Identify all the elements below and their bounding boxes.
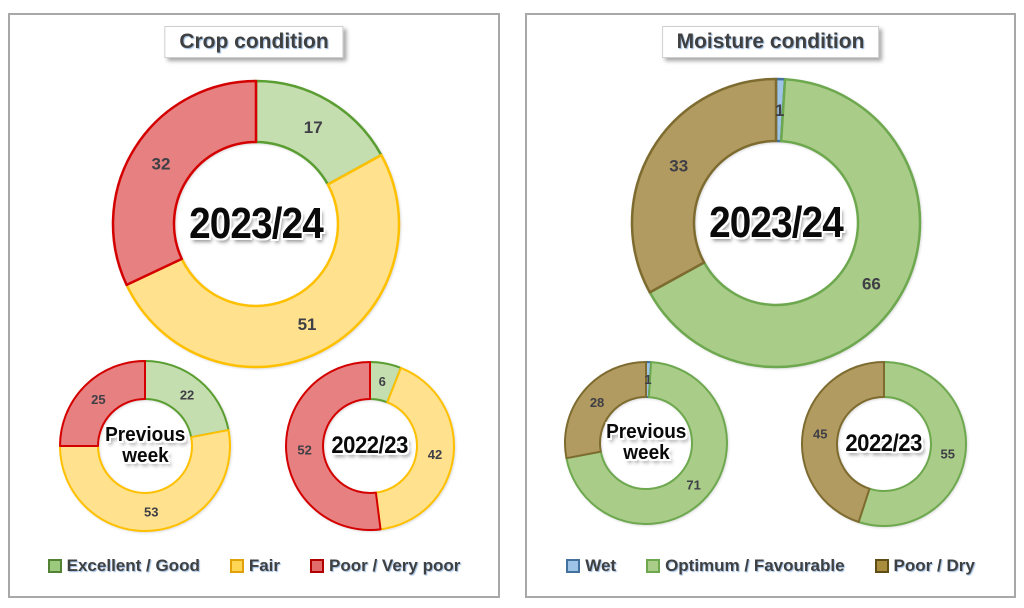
legend-label-poor-very-poor: Poor / Very poor [329, 556, 461, 575]
legend-item-optimum-favourable: Optimum / Favourable [646, 556, 845, 576]
legend-item-poor-dry: Poor / Dry [874, 556, 975, 576]
panel-crop-condition: Crop condition 17 51 32 2023/24 22 53 25 Pre… [8, 13, 500, 598]
svg-text:42: 42 [428, 447, 442, 462]
legend-label-excellent-good: Excellent / Good [66, 556, 200, 575]
legend-swatch-excellent-good-icon [47, 559, 62, 573]
svg-text:32: 32 [152, 155, 171, 174]
legend-item-wet: Wet [566, 556, 616, 576]
moisture-legend: Wet Optimum / Favourable Poor / Dry [527, 556, 1014, 576]
legend-swatch-optimum-favourable-icon [646, 559, 661, 573]
svg-text:25: 25 [91, 392, 105, 407]
legend-swatch-fair-icon [229, 559, 244, 573]
svg-text:45: 45 [813, 426, 827, 441]
donut-crop-2023-24: 17 51 32 2023/24 [109, 77, 403, 371]
donut-crop-2022-23: 6 42 52 2022/23 [282, 358, 458, 534]
svg-text:17: 17 [304, 118, 323, 137]
crop-legend: Excellent / Good Fair Poor / Very poor [10, 556, 498, 576]
svg-text:51: 51 [298, 315, 317, 334]
crop-condition-title: Crop condition [164, 26, 344, 58]
legend-item-poor-very-poor: Poor / Very poor [310, 556, 460, 576]
svg-text:52: 52 [297, 443, 311, 458]
legend-swatch-wet-icon [566, 559, 581, 573]
legend-swatch-poor-dry-icon [874, 559, 889, 573]
legend-swatch-poor-very-poor-icon [310, 559, 325, 573]
legend-label-wet: Wet [585, 556, 617, 575]
panel-moisture-condition: Moisture condition 1 66 33 2023/24 1 71 28 P… [525, 13, 1016, 598]
svg-text:6: 6 [379, 374, 386, 389]
legend-label-fair: Fair [248, 556, 281, 575]
donut-moisture-2022-23: 55 45 2022/23 [798, 358, 970, 530]
legend-label-optimum-favourable: Optimum / Favourable [665, 556, 845, 575]
svg-text:55: 55 [940, 447, 954, 462]
legend-label-poor-dry: Poor / Dry [893, 556, 975, 575]
svg-text:22: 22 [180, 388, 194, 403]
svg-text:53: 53 [144, 504, 158, 519]
svg-text:1: 1 [775, 101, 784, 120]
svg-text:66: 66 [862, 275, 881, 294]
svg-text:1: 1 [644, 372, 651, 387]
svg-text:28: 28 [590, 395, 604, 410]
donut-crop-previous-week: 22 53 25 Previous week [56, 357, 234, 535]
svg-text:71: 71 [686, 478, 700, 493]
legend-item-fair: Fair [229, 556, 281, 576]
donut-moisture-2023-24: 1 66 33 2023/24 [628, 75, 924, 371]
donut-moisture-previous-week: 1 71 28 Previous week [561, 358, 731, 528]
legend-item-excellent-good: Excellent / Good [47, 556, 200, 576]
svg-text:33: 33 [669, 156, 688, 175]
moisture-condition-title: Moisture condition [661, 26, 880, 58]
